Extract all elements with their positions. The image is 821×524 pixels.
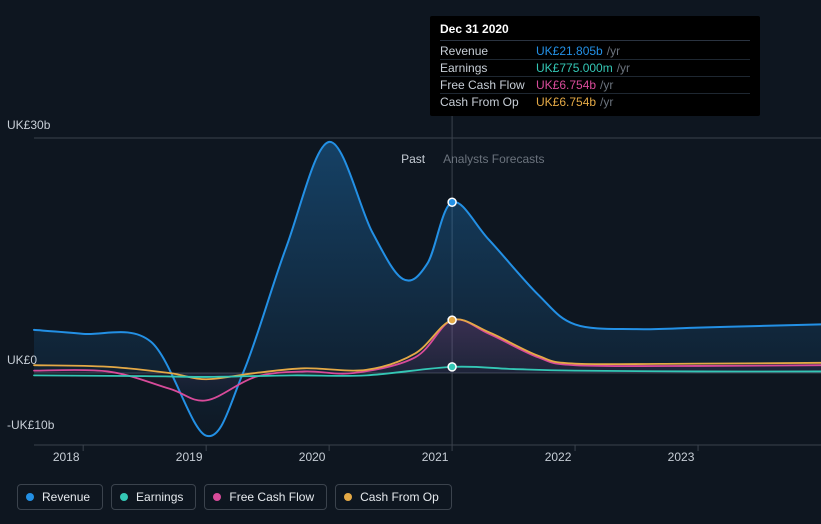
legend-item-label: Earnings [136,490,183,504]
legend-item-label: Revenue [42,490,90,504]
chart-legend: Revenue Earnings Free Cash Flow Cash From O… [17,484,452,510]
tooltip-row-label: Earnings [440,61,536,75]
tooltip-row: Cash From OpUK£6.754b/yr [440,94,750,110]
chart-tooltip: Dec 31 2020 RevenueUK£21.805b/yrEarnings… [430,16,760,116]
legend-dot-icon [26,493,34,501]
tooltip-row-label: Cash From Op [440,95,536,109]
y-axis-tick-label: UK£0 [7,353,37,367]
y-axis-tick-label: -UK£10b [7,418,54,432]
tooltip-row-value: UK£21.805b [536,44,603,58]
tooltip-date: Dec 31 2020 [440,22,750,41]
legend-item-revenue[interactable]: Revenue [17,484,103,510]
tooltip-row-value: UK£775.000m [536,61,613,75]
legend-item-label: Free Cash Flow [229,490,314,504]
tooltip-row-unit: /yr [617,61,630,75]
x-axis-tick-label: 2021 [422,450,449,464]
legend-item-earnings[interactable]: Earnings [111,484,196,510]
legend-dot-icon [344,493,352,501]
tooltip-row: Free Cash FlowUK£6.754b/yr [440,77,750,94]
tooltip-row: RevenueUK£21.805b/yr [440,43,750,60]
tooltip-row-unit: /yr [600,95,613,109]
x-axis-tick-label: 2020 [299,450,326,464]
legend-item-free-cash-flow[interactable]: Free Cash Flow [204,484,327,510]
tooltip-row: EarningsUK£775.000m/yr [440,60,750,77]
x-axis-tick-label: 2022 [545,450,572,464]
legend-dot-icon [120,493,128,501]
x-axis-tick-label: 2018 [53,450,80,464]
tooltip-row-value: UK£6.754b [536,78,596,92]
x-axis-tick-label: 2019 [176,450,203,464]
past-label: Past [401,152,425,166]
tooltip-row-unit: /yr [607,44,620,58]
legend-item-label: Cash From Op [360,490,439,504]
tooltip-row-value: UK£6.754b [536,95,596,109]
legend-item-cash-from-op[interactable]: Cash From Op [335,484,452,510]
tooltip-row-unit: /yr [600,78,613,92]
legend-dot-icon [213,493,221,501]
y-axis-tick-label: UK£30b [7,118,50,132]
x-axis-tick-label: 2023 [668,450,695,464]
tooltip-row-label: Revenue [440,44,536,58]
tooltip-row-label: Free Cash Flow [440,78,536,92]
forecasts-label: Analysts Forecasts [443,152,544,166]
